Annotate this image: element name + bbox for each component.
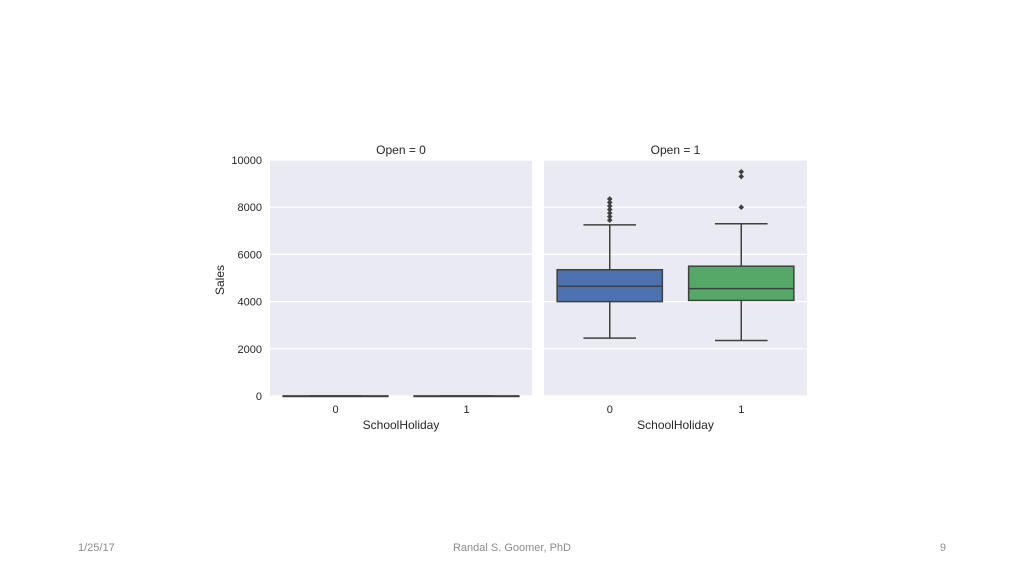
x-tick-label: 0	[332, 404, 338, 416]
y-tick-label: 8000	[238, 202, 262, 214]
outlier-point	[606, 210, 613, 216]
outlier-point	[606, 213, 613, 220]
x-tick-label: 1	[738, 404, 744, 416]
facet-title: Open = 1	[651, 143, 701, 157]
outlier-point	[606, 196, 613, 202]
y-tick-label: 2000	[238, 344, 262, 356]
facet-title: Open = 0	[376, 143, 426, 157]
footer-page-number: 9	[939, 542, 946, 554]
y-tick-label: 6000	[238, 249, 262, 261]
x-axis-label: SchoolHoliday	[637, 418, 714, 432]
outlier-point	[606, 203, 613, 209]
y-tick-label: 10000	[231, 155, 262, 167]
x-axis-label: SchoolHoliday	[363, 418, 440, 432]
y-tick-label: 4000	[238, 297, 262, 309]
x-tick-label: 0	[607, 404, 613, 416]
box-1	[687, 265, 795, 302]
y-tick-label: 0	[256, 391, 262, 403]
footer-date: 1/25/17	[78, 542, 115, 554]
footer-author: Randal S. Goomer, PhD	[452, 542, 571, 554]
outlier-point	[738, 204, 745, 210]
facet-panel-background	[270, 160, 532, 396]
y-axis-label: Sales	[213, 265, 227, 295]
outlier-point	[738, 169, 745, 175]
outlier-point	[606, 206, 613, 213]
outlier-point	[606, 217, 613, 223]
x-tick-label: 1	[463, 404, 469, 416]
outlier-point	[738, 173, 745, 180]
outlier-point	[606, 199, 613, 206]
